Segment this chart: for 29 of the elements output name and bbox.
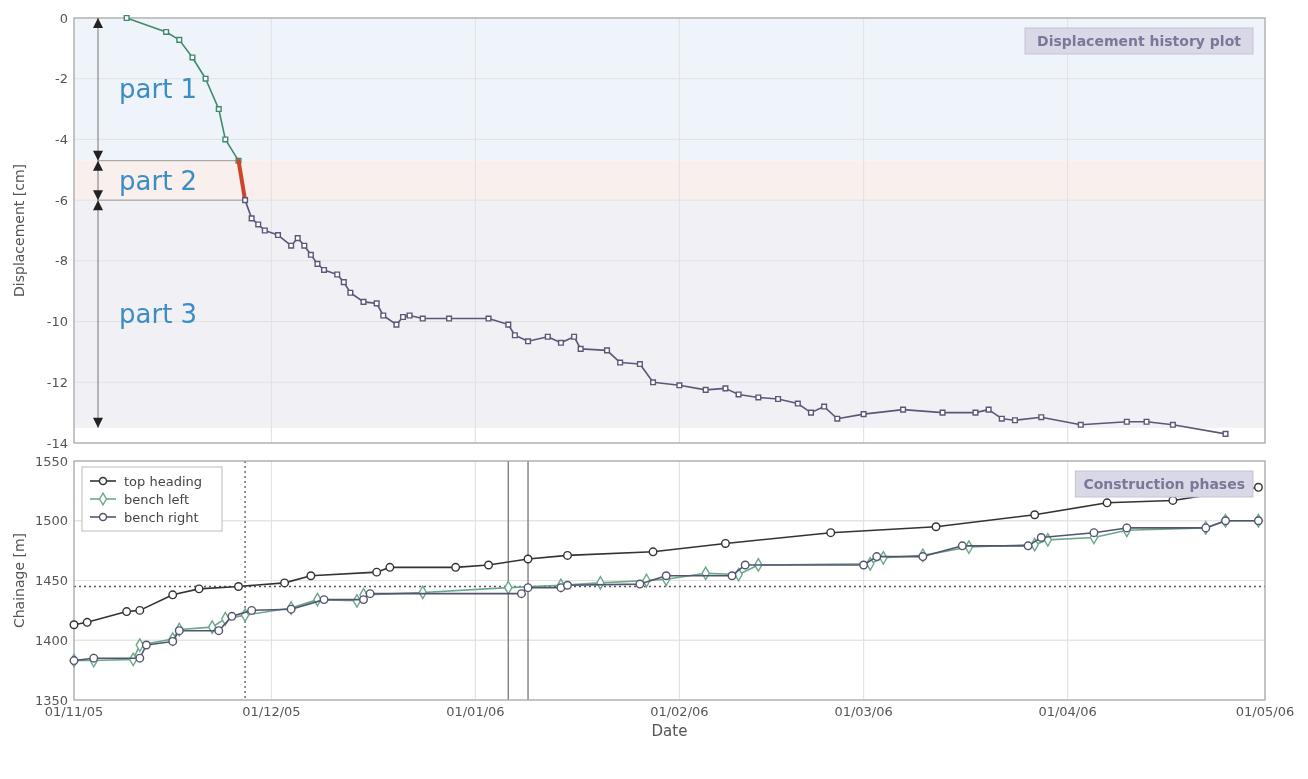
y-tick-label: -2: [55, 71, 68, 87]
legend-label: bench right: [124, 509, 199, 525]
band-label: part 1: [119, 74, 198, 105]
legend-label: top heading: [124, 473, 202, 489]
y-axis-title: Chainage [m]: [11, 532, 27, 629]
text: Displacement history plot: [1037, 32, 1242, 49]
y-tick-label: 0: [59, 10, 68, 26]
y-tick-label: 1550: [34, 453, 68, 469]
y-tick-label: -12: [46, 374, 68, 390]
x-tick-label: 01/04/06: [1038, 704, 1097, 719]
text: Construction phases: [1083, 475, 1245, 492]
y-tick-label: 1500: [34, 513, 68, 529]
y-tick-label: 1450: [34, 573, 68, 589]
x-tick-label: 01/03/06: [834, 704, 893, 719]
x-tick-label: 01/02/06: [650, 704, 709, 719]
band-label: part 3: [119, 299, 198, 330]
y-tick-label: -10: [46, 314, 68, 330]
x-tick-label: 01/05/06: [1235, 704, 1295, 719]
x-axis-title: Date: [651, 722, 688, 740]
y-tick-label: -14: [46, 435, 68, 451]
y-tick-label: -6: [55, 192, 68, 208]
x-tick-label: 01/01/06: [446, 704, 505, 719]
y-tick-label: -8: [55, 253, 68, 269]
band-label: part 2: [119, 165, 198, 196]
y-tick-label: 1400: [34, 632, 68, 648]
x-tick-label: 01/12/05: [242, 704, 301, 719]
y-axis-title: Displacement [cm]: [11, 164, 27, 297]
y-tick-label: -4: [55, 131, 68, 147]
legend-label: bench left: [124, 491, 190, 507]
